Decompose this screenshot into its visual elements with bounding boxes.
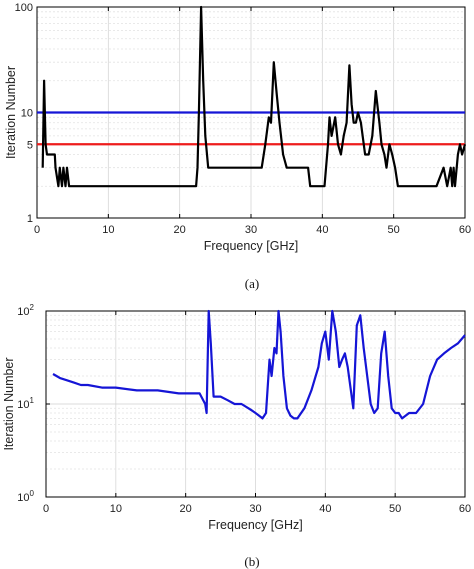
y-tick-exponent: 2 — [30, 303, 35, 312]
y-tick-label: 100 — [15, 2, 33, 14]
x-tick-label: 40 — [316, 224, 328, 236]
x-tick-label: 60 — [459, 224, 471, 236]
y-tick-label: 100 — [17, 489, 34, 504]
y-tick-exponent: 1 — [30, 396, 35, 405]
y-axis-label: Iteration Number — [4, 66, 18, 159]
caption-a: (a) — [245, 276, 259, 291]
x-tick-label: 30 — [249, 503, 261, 515]
x-axis-label: Frequency [GHz] — [204, 239, 298, 253]
x-tick-label: 0 — [43, 503, 49, 515]
y-tick-exponent: 0 — [30, 489, 35, 498]
x-tick-label: 50 — [388, 224, 400, 236]
x-tick-label: 50 — [389, 503, 401, 515]
x-axis-label: Frequency [GHz] — [208, 518, 302, 532]
y-tick-label: 101 — [17, 396, 34, 411]
x-tick-label: 10 — [102, 224, 114, 236]
y-tick-label: 5 — [27, 139, 33, 151]
y-tick-label: 10 — [21, 108, 33, 120]
x-tick-label: 20 — [174, 224, 186, 236]
data-series-line — [41, 5, 467, 188]
y-axis-label: Iteration Number — [2, 357, 16, 450]
y-tick-label: 1 — [27, 213, 33, 225]
x-tick-label: 20 — [180, 503, 192, 515]
x-tick-label: 10 — [110, 503, 122, 515]
chart-a: 0 10 20 30 40 50 60 1 5 10 100 Frequency [GHz] Itera… — [4, 2, 471, 253]
x-tick-label: 0 — [34, 224, 40, 236]
y-tick-label: 102 — [17, 303, 34, 318]
x-tick-label: 30 — [245, 224, 257, 236]
caption-b: (b) — [244, 554, 259, 569]
x-tick-label: 40 — [319, 503, 331, 515]
data-series-line — [52, 309, 466, 420]
x-tick-label: 60 — [459, 503, 471, 515]
